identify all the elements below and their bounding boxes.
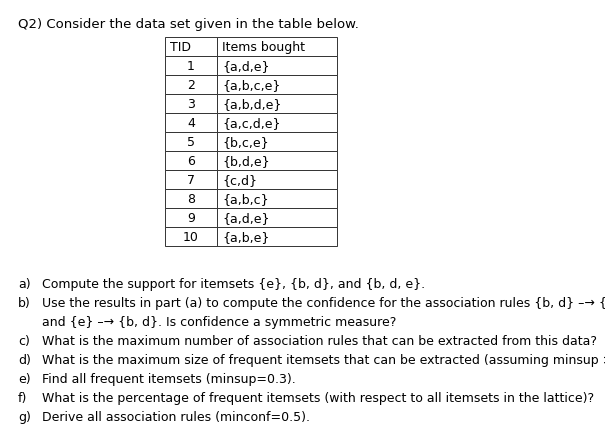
Text: 6: 6 bbox=[187, 155, 195, 167]
Text: Use the results in part (a) to compute the confidence for the association rules : Use the results in part (a) to compute t… bbox=[42, 296, 605, 309]
Bar bbox=[217, 208, 337, 227]
Bar bbox=[165, 227, 217, 246]
Text: {c,d}: {c,d} bbox=[222, 173, 257, 187]
Text: 5: 5 bbox=[187, 136, 195, 149]
Text: {a,b,e}: {a,b,e} bbox=[222, 230, 269, 243]
Text: Q2) Consider the data set given in the table below.: Q2) Consider the data set given in the t… bbox=[18, 18, 359, 31]
Text: Compute the support for itemsets {e}, {b, d}, and {b, d, e}.: Compute the support for itemsets {e}, {b… bbox=[42, 277, 425, 290]
Bar bbox=[217, 38, 337, 57]
Text: g): g) bbox=[18, 410, 31, 423]
Text: {b,d,e}: {b,d,e} bbox=[222, 155, 270, 167]
Text: {a,d,e}: {a,d,e} bbox=[222, 211, 269, 225]
Text: TID: TID bbox=[170, 41, 191, 54]
Text: {a,b,d,e}: {a,b,d,e} bbox=[222, 98, 281, 111]
Text: Find all frequent itemsets (minsup=0.3).: Find all frequent itemsets (minsup=0.3). bbox=[42, 372, 296, 385]
Bar bbox=[165, 208, 217, 227]
Bar bbox=[217, 190, 337, 208]
Bar bbox=[165, 114, 217, 132]
Bar bbox=[165, 132, 217, 152]
Text: Derive all association rules (minconf=0.5).: Derive all association rules (minconf=0.… bbox=[42, 410, 310, 423]
Bar bbox=[165, 152, 217, 170]
Text: c): c) bbox=[18, 334, 30, 347]
Text: 1: 1 bbox=[187, 60, 195, 73]
Text: {a,b,c,e}: {a,b,c,e} bbox=[222, 79, 280, 92]
Text: 8: 8 bbox=[187, 193, 195, 205]
Bar bbox=[217, 76, 337, 95]
Text: and {e} –→ {b, d}. Is confidence a symmetric measure?: and {e} –→ {b, d}. Is confidence a symme… bbox=[42, 315, 396, 328]
Bar bbox=[217, 95, 337, 114]
Text: What is the maximum size of frequent itemsets that can be extracted (assuming mi: What is the maximum size of frequent ite… bbox=[42, 353, 605, 366]
Bar bbox=[217, 114, 337, 132]
Text: What is the maximum number of association rules that can be extracted from this : What is the maximum number of associatio… bbox=[42, 334, 597, 347]
Text: b): b) bbox=[18, 296, 31, 309]
Text: a): a) bbox=[18, 277, 31, 290]
Text: 10: 10 bbox=[183, 230, 199, 243]
Text: Items bought: Items bought bbox=[222, 41, 305, 54]
Text: 9: 9 bbox=[187, 211, 195, 225]
Bar bbox=[217, 57, 337, 76]
Text: e): e) bbox=[18, 372, 31, 385]
Bar bbox=[165, 57, 217, 76]
Bar bbox=[217, 132, 337, 152]
Bar bbox=[165, 170, 217, 190]
Text: {a,d,e}: {a,d,e} bbox=[222, 60, 269, 73]
Text: 3: 3 bbox=[187, 98, 195, 111]
Text: 2: 2 bbox=[187, 79, 195, 92]
Text: {b,c,e}: {b,c,e} bbox=[222, 136, 269, 149]
Bar bbox=[217, 170, 337, 190]
Bar bbox=[217, 152, 337, 170]
Text: {a,c,d,e}: {a,c,d,e} bbox=[222, 117, 281, 130]
Text: {a,b,c}: {a,b,c} bbox=[222, 193, 269, 205]
Text: 4: 4 bbox=[187, 117, 195, 130]
Text: 7: 7 bbox=[187, 173, 195, 187]
Bar bbox=[165, 190, 217, 208]
Bar bbox=[165, 95, 217, 114]
Bar bbox=[165, 76, 217, 95]
Text: d): d) bbox=[18, 353, 31, 366]
Text: f): f) bbox=[18, 391, 27, 404]
Bar bbox=[165, 38, 217, 57]
Bar bbox=[217, 227, 337, 246]
Text: What is the percentage of frequent itemsets (with respect to all itemsets in the: What is the percentage of frequent items… bbox=[42, 391, 594, 404]
